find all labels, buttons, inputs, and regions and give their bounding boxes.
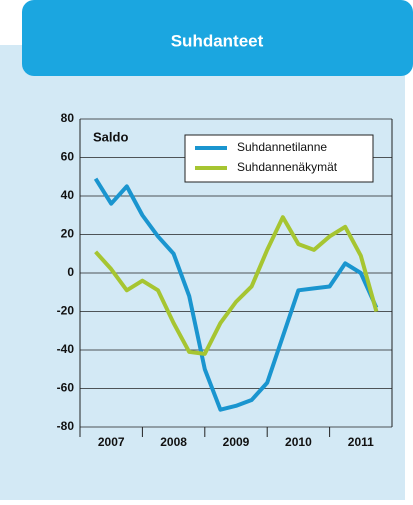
- y-tick-label: 0: [67, 265, 74, 279]
- y-tick-label: 40: [61, 188, 75, 202]
- x-tick-label: 2009: [223, 435, 250, 449]
- legend-label: Suhdannenäkymät: [237, 160, 338, 174]
- chart-title: Suhdanteet: [171, 31, 264, 50]
- y-tick-label: 60: [61, 150, 75, 164]
- x-tick-label: 2008: [160, 435, 187, 449]
- x-tick-label: 2011: [348, 435, 374, 449]
- header: [22, 0, 413, 76]
- legend-label: Suhdannetilanne: [237, 140, 327, 154]
- y-tick-label: -60: [57, 381, 75, 395]
- line-series: [94, 215, 379, 356]
- y-axis-label: Saldo: [93, 129, 128, 144]
- y-tick-label: -40: [57, 342, 75, 356]
- y-tick-label: -80: [57, 419, 75, 433]
- x-tick-label: 2007: [98, 435, 125, 449]
- legend-box: [184, 134, 374, 183]
- y-tick-label: -20: [57, 304, 75, 318]
- y-tick-label: 20: [61, 227, 75, 241]
- line-series: [93, 177, 379, 412]
- x-tick-label: 2010: [285, 435, 312, 449]
- y-tick-label: 80: [61, 111, 75, 125]
